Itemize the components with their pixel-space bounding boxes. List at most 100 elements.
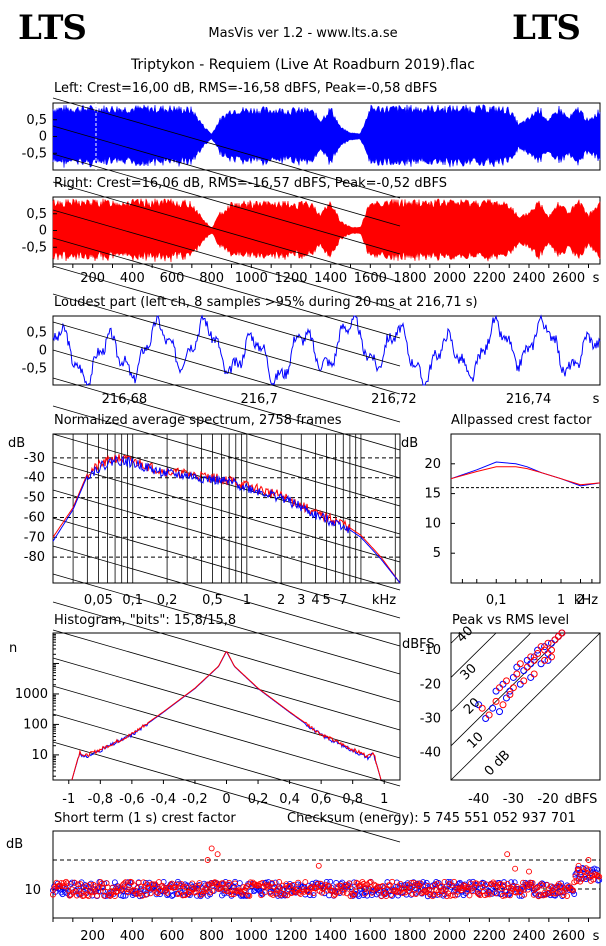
shortterm-point-right xyxy=(486,891,493,898)
spectrum-slope-line xyxy=(52,405,401,507)
shortterm-point-right xyxy=(130,882,137,889)
left-channel-title: Left: Crest=16,00 dB, RMS=-16,58 dBFS, P… xyxy=(54,81,438,96)
spectrum-ytick-label: -80 xyxy=(24,550,45,565)
shortterm-point-right xyxy=(476,891,482,898)
histogram-xtick-label: -0,2 xyxy=(182,792,207,807)
shortterm-point-right xyxy=(264,883,271,890)
shortterm-point-right xyxy=(261,889,268,896)
shortterm-point-right xyxy=(449,892,456,899)
peakrms-point-left xyxy=(492,687,500,695)
shortterm-point-right xyxy=(199,890,206,897)
shortterm-ytick-label: 10 xyxy=(24,883,41,898)
peakrms-point-left xyxy=(496,708,504,716)
shortterm-point-right xyxy=(573,878,580,885)
shortterm-spike xyxy=(526,868,532,875)
shortterm-point-right xyxy=(195,882,202,889)
shortterm-point-left xyxy=(169,892,175,899)
shortterm-point-left xyxy=(153,891,160,898)
shortterm-point-right xyxy=(238,889,244,896)
spectrum-ytick-label: -30 xyxy=(24,451,45,466)
shortterm-xtick-label: 600 xyxy=(160,929,185,944)
shortterm-point-right xyxy=(462,884,469,891)
time-tick-label: 2400 xyxy=(512,271,545,286)
shortterm-point-right xyxy=(71,879,78,886)
shortterm-point-right xyxy=(247,879,254,886)
shortterm-point-right xyxy=(50,891,56,898)
time-tick-label: 1400 xyxy=(314,271,347,286)
time-tick-label: 200 xyxy=(80,271,105,286)
shortterm-point-right xyxy=(204,881,211,888)
shortterm-point-right xyxy=(361,890,368,897)
histogram-ytick-label: 100 xyxy=(23,717,48,732)
allpass-frame xyxy=(450,433,601,584)
shortterm-point-right xyxy=(401,885,407,892)
shortterm-point-right xyxy=(295,879,302,886)
shortterm-point-right xyxy=(150,881,156,888)
shortterm-point-right xyxy=(302,879,309,885)
peakrms-point-left xyxy=(482,714,490,722)
shortterm-point-right xyxy=(441,878,448,885)
loudest-xtick-label: 216,74 xyxy=(506,392,552,407)
peakrms-crest-label: 40 xyxy=(454,624,476,646)
shortterm-point-right xyxy=(424,882,431,889)
allpass-series xyxy=(450,466,601,486)
spectrum-ytick-label: -60 xyxy=(24,510,45,525)
time-tick-label: 400 xyxy=(120,271,145,286)
shortterm-xtick-label: 1000 xyxy=(235,929,268,944)
shortterm-point-right xyxy=(560,892,567,899)
left_waveform-ytick-label: 0 xyxy=(39,130,47,145)
shortterm-point-right xyxy=(345,883,352,890)
peakrms-point-left xyxy=(537,660,545,668)
histogram-frame xyxy=(52,632,401,781)
time-unit-label: s xyxy=(593,271,600,286)
shortterm-point-right xyxy=(411,886,418,893)
shortterm-point-left xyxy=(272,879,279,886)
peakrms-point-right xyxy=(485,711,493,719)
peakrms-ytick-label: -20 xyxy=(420,677,441,692)
histogram-xtick-label: -0,4 xyxy=(151,792,176,807)
allpass-unit-label: kHz xyxy=(574,593,598,608)
shortterm-point-right xyxy=(434,880,441,887)
peakrms-ytick-label: -40 xyxy=(420,746,441,761)
spectrum-slope-line xyxy=(52,237,401,339)
peakrms-point-right xyxy=(558,629,566,637)
histogram-ytick-label: 1000 xyxy=(15,687,48,702)
shortterm-point-left xyxy=(596,877,603,884)
loudest-unit-label: s xyxy=(593,392,600,407)
spectrum-slope-line xyxy=(52,741,401,843)
allpass-xtick-label: 1 xyxy=(557,593,565,608)
shortterm-point-right xyxy=(88,888,95,894)
shortterm-point-left xyxy=(236,880,243,887)
shortterm-point-right xyxy=(286,883,293,889)
shortterm-spike xyxy=(504,851,511,858)
spectrum-xtick-label: 0,1 xyxy=(122,593,143,608)
shortterm-point-right xyxy=(504,880,511,887)
shortterm-point-right xyxy=(147,890,154,897)
peakrms-point-right xyxy=(554,632,562,640)
lts-logo-right: LTS xyxy=(512,8,581,48)
allpass-ytick-label: 10 xyxy=(424,516,441,531)
shortterm-point-right xyxy=(517,888,524,895)
peakrms-point-right xyxy=(551,636,559,644)
allpass-ytick-label: 15 xyxy=(424,487,441,502)
spectrum-slope-line xyxy=(52,153,401,255)
time-tick-label: 1600 xyxy=(354,271,387,286)
shortterm-point-right xyxy=(537,881,544,888)
shortterm-point-right xyxy=(72,888,79,895)
time-tick-label: 600 xyxy=(160,271,185,286)
peakrms-point-right xyxy=(520,677,528,685)
shortterm-point-right xyxy=(102,888,109,895)
shortterm-point-right xyxy=(499,892,506,899)
peakrms-point-left xyxy=(516,680,524,688)
peakrms-point-right xyxy=(516,660,524,668)
histogram-xtick-label: 0,4 xyxy=(279,792,300,807)
allpass-xtick-label: 0,1 xyxy=(486,593,507,608)
shortterm-point-right xyxy=(280,886,287,893)
spectrum-xtick-label: 5 xyxy=(322,593,330,608)
shortterm-point-right xyxy=(299,886,306,893)
loudest-frame xyxy=(52,315,601,386)
histogram-xtick-label: 0,6 xyxy=(311,792,332,807)
spectrum-slope-line xyxy=(52,629,401,731)
shortterm-xtick-label: 400 xyxy=(120,929,145,944)
